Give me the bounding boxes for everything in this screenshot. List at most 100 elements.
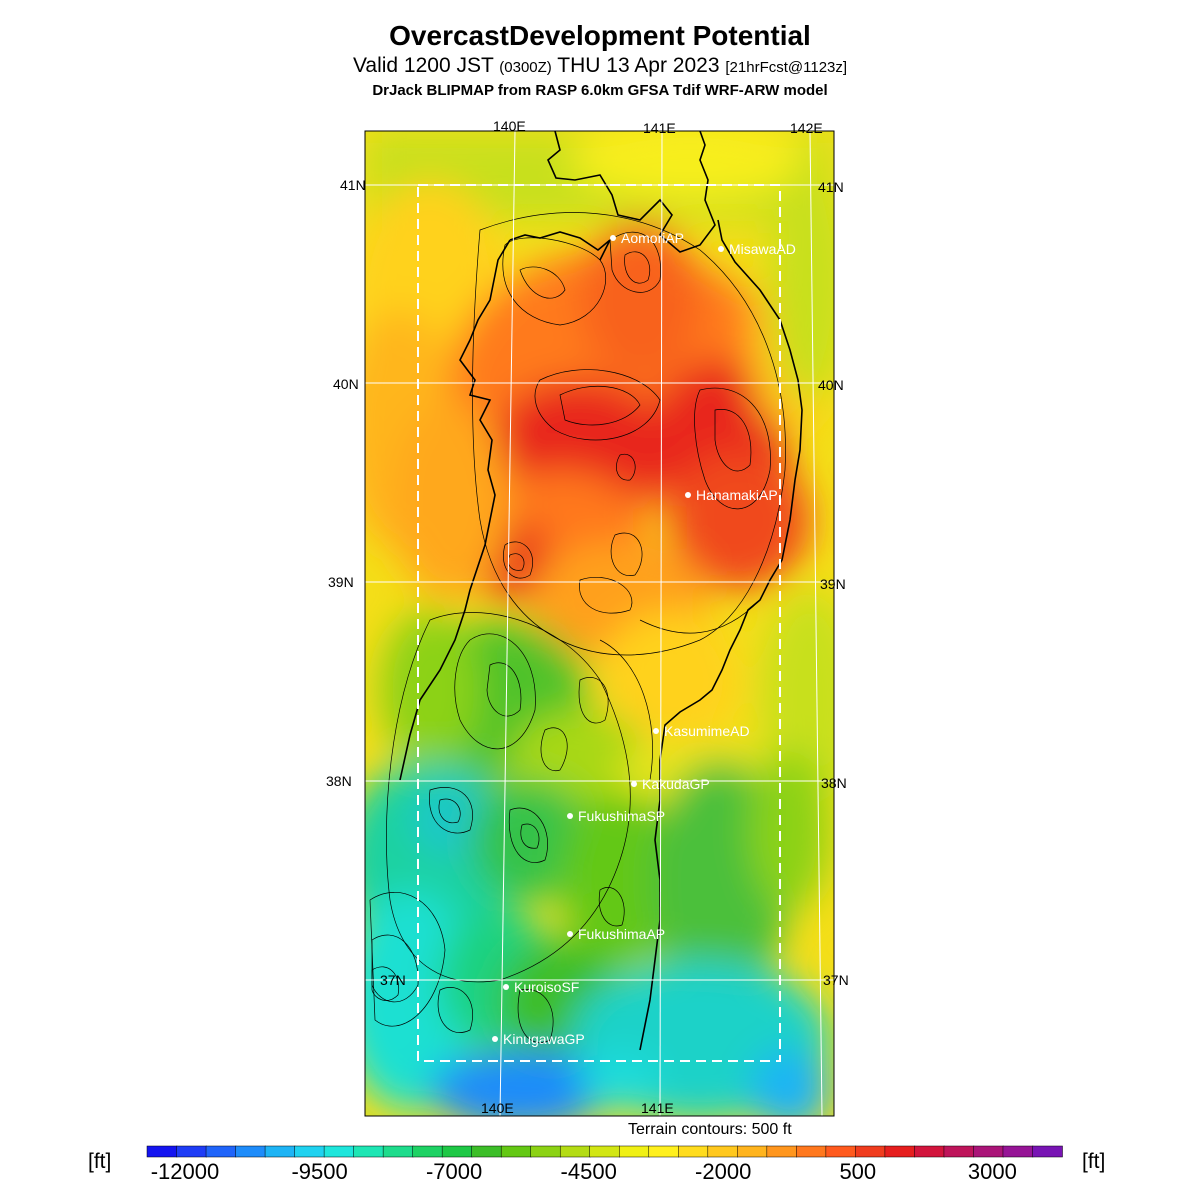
colorbar-cell (766, 1145, 798, 1158)
colorbar-unit-left: [ft] (88, 1150, 112, 1173)
lon-bottom-label: 141E (641, 1100, 674, 1116)
site-fukushima-sp: FukushimaSP (567, 808, 665, 824)
colorbar-unit-right: [ft] (1082, 1150, 1106, 1173)
site-kasumime: KasumimeAD (653, 723, 750, 739)
site-label: KinugawaGP (503, 1031, 585, 1047)
inner-domain-box (417, 184, 781, 1062)
colorbar-cell (973, 1145, 1004, 1158)
colorbar-cell (648, 1145, 680, 1158)
utc-time: (0300Z) (499, 59, 552, 76)
site-label: MisawaAD (729, 241, 796, 257)
site-kuroiso: KuroisoSF (503, 979, 579, 995)
colorbar-cell (855, 1145, 886, 1158)
colorbar-tick-label: 3000 (968, 1159, 1017, 1184)
site-aomori: AomoriAP (610, 230, 684, 246)
site-dot (718, 246, 724, 252)
colorbar-cell (471, 1145, 502, 1158)
lon-top-label: 142E (790, 120, 823, 136)
axis-labels: 140E 141E 142E 140E 141E 41N 40N 39N 38N… (326, 118, 849, 1116)
site-dot (631, 781, 637, 787)
colorbar-cell (589, 1145, 621, 1158)
site-misawa: MisawaAD (718, 241, 796, 257)
colorbar-cells (146, 1145, 1063, 1158)
colorbar-cell (559, 1145, 591, 1158)
colorbar-tick-label: -2000 (695, 1159, 751, 1184)
site-dot (503, 984, 509, 990)
site-label: KakudaGP (642, 776, 710, 792)
colorbar-cell (707, 1145, 739, 1158)
colorbar-cell (1002, 1145, 1034, 1158)
site-kinugawa: KinugawaGP (492, 1031, 585, 1047)
colorbar-tick-label: 500 (839, 1159, 876, 1184)
colorbar-cell (382, 1145, 414, 1158)
colorbar-tick-label: -7000 (426, 1159, 482, 1184)
site-hanamaki: HanamakiAP (685, 487, 778, 503)
forecast-info: [21hrFcst@1123z] (725, 59, 848, 76)
colorbar-cell (146, 1145, 178, 1158)
colorbar-cell (914, 1145, 945, 1158)
colorbar-cell (205, 1145, 237, 1158)
lat-left-label: 39N (328, 574, 354, 590)
lat-right-label: 41N (818, 179, 844, 195)
colorbar-ticks: -12000 -9500 -7000 -4500 -2000 500 3000 (151, 1159, 1017, 1184)
site-kakuda: KakudaGP (631, 776, 710, 792)
colorbar-cell (323, 1145, 355, 1158)
model-line: DrJack BLIPMAP from RASP 6.0km GFSA Tdif… (372, 82, 828, 99)
terrain-contour-note: Terrain contours: 500 ft (628, 1121, 792, 1138)
colorbar-cell (412, 1145, 443, 1158)
lat-right-label: 39N (820, 576, 846, 592)
colorbar-cell (353, 1145, 384, 1158)
colorbar-tick-label: -4500 (561, 1159, 617, 1184)
colorbar-cell (825, 1145, 857, 1158)
site-label: KasumimeAD (664, 723, 750, 739)
site-label: HanamakiAP (696, 487, 778, 503)
coastline (399, 131, 803, 1051)
lat-left-label: 38N (326, 773, 352, 789)
colorbar-cell (235, 1145, 266, 1158)
potential-field (365, 131, 834, 1116)
site-label: FukushimaAP (578, 926, 665, 942)
site-dot (567, 813, 573, 819)
lat-left-label: 41N (340, 177, 366, 193)
site-label: KuroisoSF (514, 979, 579, 995)
site-dot (653, 728, 659, 734)
map-title: OvercastDevelopment Potential (389, 20, 811, 51)
colorbar-cell (500, 1145, 532, 1158)
colorbar-cell (796, 1145, 827, 1158)
valid-time-line: Valid 1200 JST (0300Z) THU 13 Apr 2023 [… (0, 54, 1200, 78)
colorbar-tick-label: -12000 (151, 1159, 220, 1184)
site-dot (685, 492, 691, 498)
colorbar-cell (943, 1145, 975, 1158)
map-frame (364, 130, 835, 1117)
colorbar-cell (294, 1145, 325, 1158)
colorbar-cell (264, 1145, 296, 1158)
colorbar-cell (884, 1145, 916, 1158)
colorbar-cell (441, 1145, 473, 1158)
colorbar-cell (737, 1145, 768, 1158)
lon-top-label: 140E (493, 118, 526, 134)
valid-time: Valid 1200 JST (352, 54, 494, 77)
colorbar-cell (530, 1145, 561, 1158)
lon-bottom-label: 140E (481, 1100, 514, 1116)
lat-left-label: 37N (380, 972, 406, 988)
colorbar-cell (678, 1145, 709, 1158)
colorbar-tick-label: -9500 (291, 1159, 347, 1184)
site-label: AomoriAP (621, 230, 684, 246)
colorbar-cell (619, 1145, 650, 1158)
lon-top-label: 141E (643, 120, 676, 136)
site-markers: AomoriAP MisawaAD HanamakiAP KasumimeAD … (492, 230, 796, 1047)
colorbar-cell (1032, 1145, 1063, 1158)
site-fukushima-ap: FukushimaAP (567, 926, 665, 942)
colorbar-cell (176, 1145, 207, 1158)
lat-right-label: 40N (818, 377, 844, 393)
valid-date: THU 13 Apr 2023 (557, 54, 720, 77)
lat-left-label: 40N (333, 376, 359, 392)
site-label: FukushimaSP (578, 808, 665, 824)
site-dot (610, 235, 616, 241)
site-dot (567, 931, 573, 937)
lat-right-label: 38N (821, 775, 847, 791)
site-dot (492, 1036, 498, 1042)
lat-right-label: 37N (823, 972, 849, 988)
